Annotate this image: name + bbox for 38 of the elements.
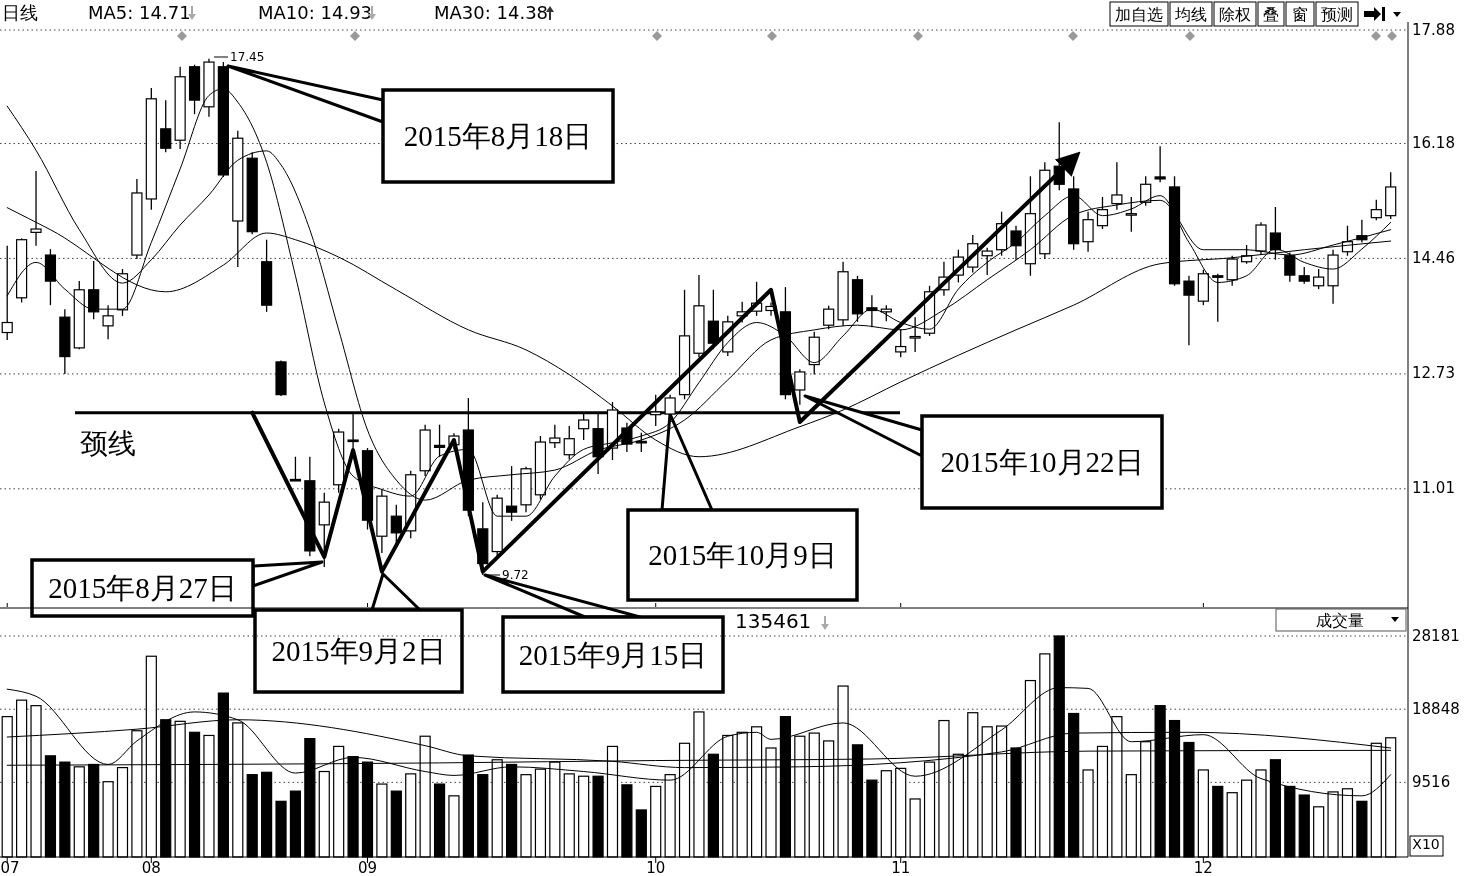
annotation: 均线 xyxy=(1174,5,1207,24)
annotation: 17.45 xyxy=(230,49,265,64)
annotation: 窗 xyxy=(1292,5,1308,24)
annotation: 2015年9月2日 xyxy=(271,635,446,667)
x-tick-label: 07 xyxy=(0,859,20,876)
x-tick-label: 10 xyxy=(646,859,666,876)
annotation: 9.72 xyxy=(502,567,529,582)
y-tick-label: 28181 xyxy=(1412,626,1460,645)
y-tick-label: 16.18 xyxy=(1412,134,1455,153)
annotation: MA30: 14.38 xyxy=(434,2,549,23)
y-tick-label: 14.46 xyxy=(1412,248,1455,267)
annotation: 预测 xyxy=(1321,5,1353,24)
annotation: 2015年10月9日 xyxy=(648,539,837,571)
annotation: 2015年8月27日 xyxy=(48,572,237,604)
annotation: 日线 xyxy=(2,2,38,23)
x-tick-label: 08 xyxy=(141,859,161,876)
annotation: 2015年8月18日 xyxy=(403,120,593,152)
annotation: 除权 xyxy=(1219,5,1251,24)
y-tick-label: 18848 xyxy=(1412,699,1460,718)
annotation: 加自选 xyxy=(1115,5,1163,24)
annotation: 叠 xyxy=(1263,5,1279,24)
annotation: MA10: 14.93 xyxy=(258,2,373,23)
text: X10 xyxy=(1412,836,1440,852)
text: 成交量 xyxy=(1316,611,1364,630)
x-tick-label: 12 xyxy=(1193,859,1213,876)
annotation: 2015年10月22日 xyxy=(940,446,1144,478)
annotation: MA5: 14.71 xyxy=(88,2,191,23)
annotation: 2015年9月15日 xyxy=(518,638,708,671)
x-tick-label: 09 xyxy=(357,859,378,876)
y-tick-label: 11.01 xyxy=(1412,479,1455,498)
y-tick-label: 9516 xyxy=(1412,772,1451,791)
callout-box: 2015年10月9日 xyxy=(626,412,859,602)
y-tick-label: 17.88 xyxy=(1412,20,1455,39)
text: 135461 xyxy=(735,609,812,633)
x-tick-label: 11 xyxy=(891,859,911,876)
y-tick-label: 12.73 xyxy=(1412,364,1455,383)
ref-line-label: 颈线 xyxy=(80,427,136,459)
callout-box: 2015年8月18日 xyxy=(226,64,615,184)
